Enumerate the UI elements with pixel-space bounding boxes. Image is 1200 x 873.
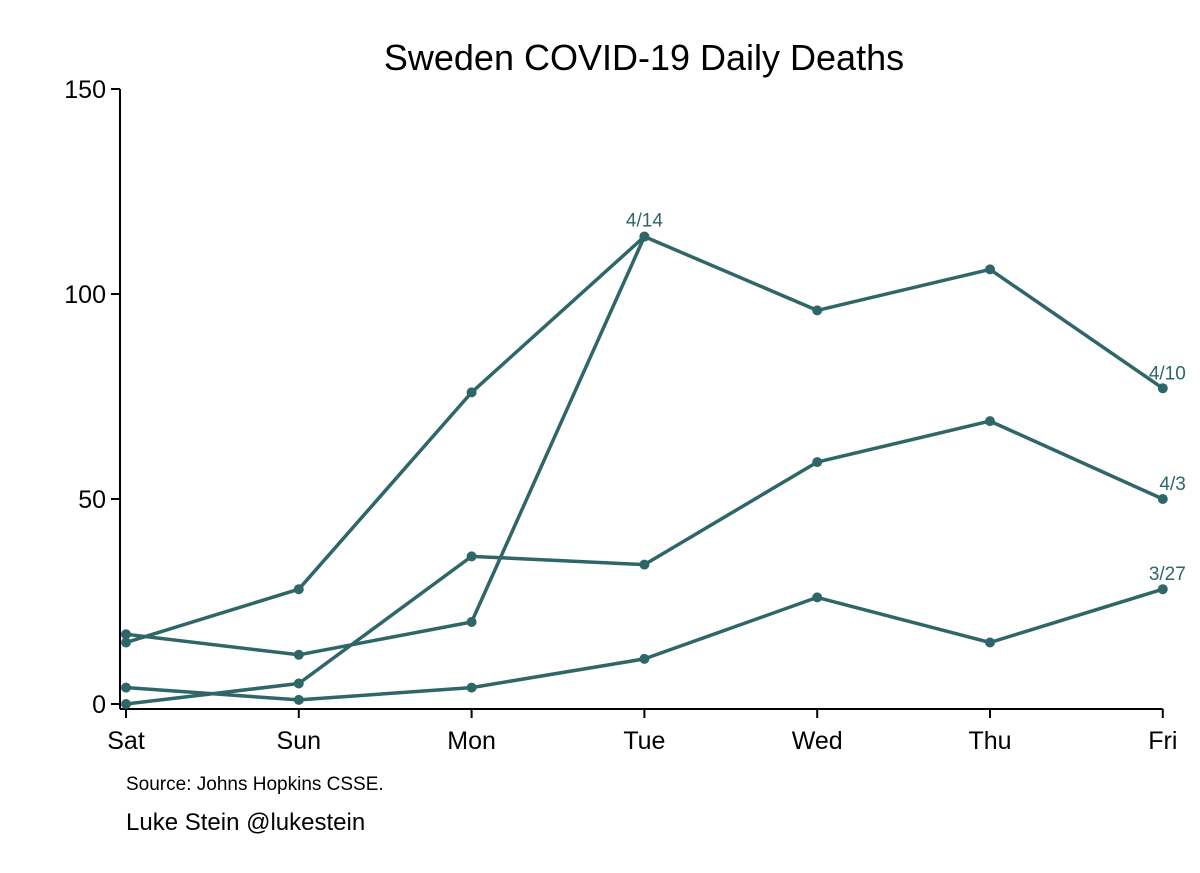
data-point bbox=[812, 457, 823, 468]
data-point bbox=[639, 231, 650, 242]
data-point bbox=[1157, 584, 1168, 595]
data-point bbox=[293, 678, 304, 689]
data-point bbox=[639, 653, 650, 664]
data-point bbox=[121, 629, 131, 640]
data-point bbox=[985, 416, 995, 427]
data-point bbox=[812, 592, 823, 603]
series-end-label: 3/27 bbox=[1149, 564, 1186, 585]
series-4-10: 4/10 bbox=[121, 231, 1186, 648]
data-point bbox=[1157, 494, 1168, 504]
y-tick-label: 0 bbox=[92, 691, 106, 719]
data-point bbox=[121, 699, 131, 709]
series-end-label: 4/14 bbox=[626, 211, 663, 232]
data-point bbox=[121, 637, 131, 648]
series-end-label: 4/3 bbox=[1159, 474, 1185, 495]
series-4-3: 4/3 bbox=[121, 416, 1186, 709]
data-point bbox=[121, 682, 131, 693]
data-point bbox=[293, 584, 304, 595]
data-point bbox=[985, 264, 995, 275]
data-point bbox=[293, 649, 304, 660]
data-point bbox=[293, 694, 304, 705]
series-3-27: 3/27 bbox=[121, 564, 1186, 705]
data-point bbox=[466, 682, 477, 693]
x-tick-label: Mon bbox=[447, 727, 496, 755]
data-point bbox=[639, 559, 650, 570]
data-point bbox=[466, 387, 477, 398]
data-point bbox=[466, 617, 477, 627]
credit-note: Luke Stein @lukestein bbox=[126, 809, 365, 836]
x-tick-label: Thu bbox=[968, 727, 1011, 755]
series-4-14: 4/14 bbox=[121, 211, 663, 660]
series-line bbox=[125, 235, 646, 657]
source-note: Source: Johns Hopkins CSSE. bbox=[126, 774, 384, 795]
data-point bbox=[985, 637, 995, 648]
series-line bbox=[125, 234, 1164, 645]
x-tick-label: Tue bbox=[623, 727, 665, 755]
y-tick-label: 100 bbox=[64, 281, 106, 309]
series-line bbox=[125, 587, 1164, 702]
x-tick-label: Sat bbox=[107, 727, 145, 755]
series-end-label: 4/10 bbox=[1149, 363, 1186, 384]
axes: 0 50 100 150 Sat Sun Mon Tue Wed Thu Fri bbox=[64, 76, 1177, 755]
data-point bbox=[812, 305, 823, 316]
x-tick-label: Fri bbox=[1148, 727, 1177, 755]
y-tick-label: 150 bbox=[64, 76, 106, 104]
series-group: 3/27 4/3 4/10 4/14 bbox=[121, 211, 1186, 709]
x-tick-label: Sun bbox=[277, 727, 321, 755]
data-point bbox=[466, 551, 477, 562]
data-point bbox=[1157, 383, 1168, 394]
chart-title: Sweden COVID-19 Daily Deaths bbox=[384, 37, 904, 78]
y-tick-label: 50 bbox=[78, 486, 106, 514]
x-tick-label: Wed bbox=[792, 727, 843, 755]
